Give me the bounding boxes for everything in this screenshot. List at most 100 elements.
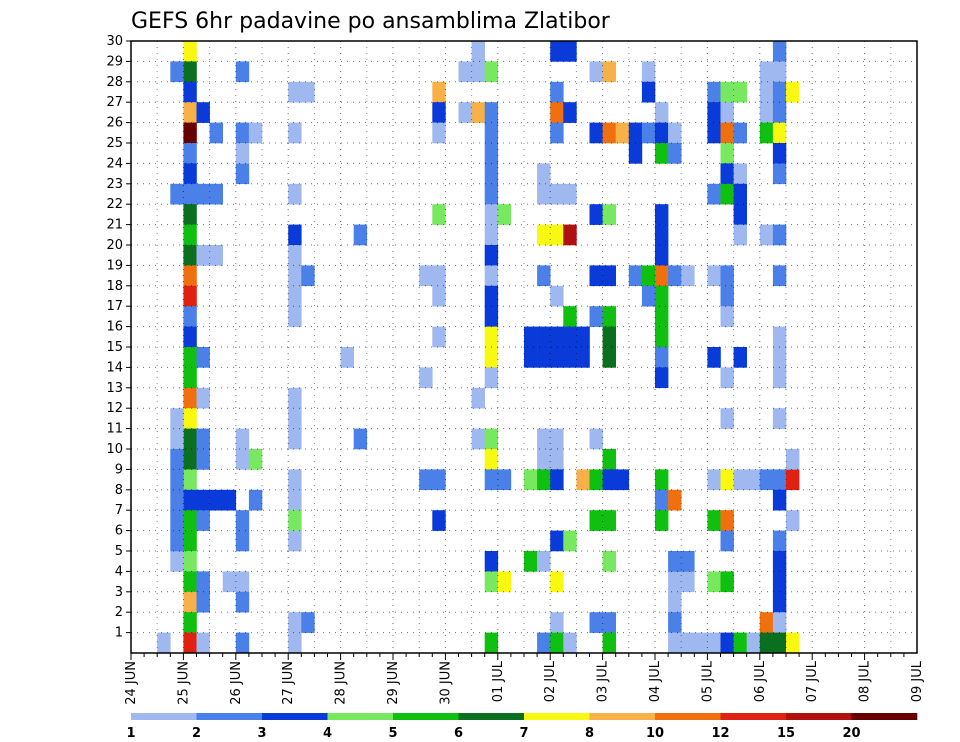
heatmap-cell [484, 367, 499, 389]
heatmap-cell [681, 632, 695, 654]
heatmap-cell [733, 347, 747, 368]
heatmap-cell [786, 449, 800, 470]
heatmap-cell [196, 510, 210, 531]
heatmap-cell [550, 449, 564, 470]
heatmap-cell [589, 122, 603, 144]
y-tick-label: 8 [115, 483, 123, 498]
y-tick-label: 23 [106, 177, 123, 192]
heatmap-cell [235, 449, 250, 470]
heatmap-cell [196, 632, 210, 654]
colorbar-swatch [458, 713, 525, 720]
heatmap-cell [183, 489, 197, 511]
heatmap-cell [550, 530, 564, 552]
heatmap-cell [537, 163, 551, 185]
heatmap-cell [209, 183, 223, 205]
y-tick-label: 20 [106, 238, 123, 253]
heatmap-cell [720, 285, 734, 307]
heatmap-cell [655, 469, 669, 491]
y-tick-label: 2 [115, 605, 123, 620]
heatmap-cell [720, 469, 734, 491]
heatmap-cell [707, 347, 721, 368]
heatmap-cell [537, 183, 551, 205]
heatmap-cell [707, 183, 721, 205]
y-tick-label: 29 [106, 54, 123, 69]
heatmap-cell [759, 632, 774, 654]
heatmap-cell [288, 224, 302, 246]
heatmap-cell [183, 367, 197, 389]
heatmap-cell [655, 245, 669, 266]
heatmap-cell [484, 204, 499, 225]
x-tick-label: 03 JUL [596, 660, 611, 702]
heatmap-cell [497, 571, 512, 593]
heatmap-cell [183, 387, 197, 409]
y-tick-label: 7 [115, 503, 123, 518]
heatmap-cell [235, 122, 250, 144]
heatmap-cell [681, 551, 695, 572]
heatmap-cell [183, 265, 197, 287]
heatmap-cell [668, 632, 682, 654]
heatmap-cell [484, 326, 499, 348]
y-tick-label: 10 [106, 442, 123, 457]
heatmap-cell [183, 428, 197, 450]
heatmap-cell [550, 81, 564, 103]
heatmap-cell [550, 612, 564, 633]
heatmap-cell [288, 306, 302, 327]
heatmap-cell [655, 204, 669, 225]
colorbar-swatch [131, 713, 197, 720]
heatmap-cell [720, 408, 734, 429]
heatmap-cell [615, 122, 630, 144]
heatmap-cell [432, 81, 446, 103]
heatmap-cell [563, 632, 577, 654]
heatmap-cell [432, 122, 446, 144]
x-tick-label: 09 JUL [910, 660, 925, 702]
heatmap-cell [248, 122, 263, 144]
heatmap-cell [720, 163, 734, 185]
y-tick-label: 25 [106, 136, 123, 151]
heatmap-cell [668, 122, 682, 144]
heatmap-cell [759, 224, 774, 246]
heatmap-cell [170, 530, 184, 552]
y-tick-label: 13 [106, 381, 123, 396]
heatmap-cell [707, 81, 721, 103]
heatmap-cell [550, 347, 564, 368]
heatmap-cell [602, 265, 616, 287]
heatmap-cell [772, 41, 787, 62]
heatmap-cell [537, 265, 551, 287]
heatmap-cell [786, 469, 800, 491]
heatmap-cell [641, 265, 656, 287]
heatmap-cell [576, 326, 590, 348]
heatmap-cell [746, 632, 761, 654]
heatmap-cell [720, 510, 734, 531]
heatmap-cell [602, 612, 616, 633]
heatmap-cell [170, 408, 184, 429]
heatmap-cell [707, 265, 721, 287]
heatmap-cell [235, 530, 250, 552]
heatmap-cell [550, 122, 564, 144]
x-tick-label: 04 JUL [648, 660, 663, 702]
colorbar-label: 2 [192, 726, 201, 741]
heatmap-cell [550, 571, 564, 593]
heatmap-cell [183, 183, 197, 205]
y-tick-label: 6 [115, 524, 123, 539]
heatmap-cell [170, 489, 184, 511]
heatmap-cell [576, 469, 590, 491]
colorbar-swatch [262, 713, 328, 720]
heatmap-cell [484, 449, 499, 470]
heatmap-cell [340, 347, 354, 368]
colorbar-swatch [720, 713, 787, 720]
x-tick-label: 02 JUL [543, 660, 558, 702]
heatmap-cell [183, 530, 197, 552]
heatmap-cell [458, 102, 472, 123]
y-tick-label: 16 [106, 320, 123, 335]
y-tick-label: 4 [115, 564, 123, 579]
x-tick-label: 08 JUL [858, 660, 873, 702]
heatmap-cell [563, 530, 577, 552]
heatmap-cell [288, 612, 302, 633]
heatmap-cell [589, 61, 603, 83]
heatmap-cell [733, 163, 747, 185]
heatmap-cell [183, 510, 197, 531]
heatmap-cell [655, 143, 669, 164]
heatmap-cell [484, 102, 499, 123]
x-tick-label: 26 JUN [229, 661, 244, 705]
heatmap-cell [209, 245, 223, 266]
